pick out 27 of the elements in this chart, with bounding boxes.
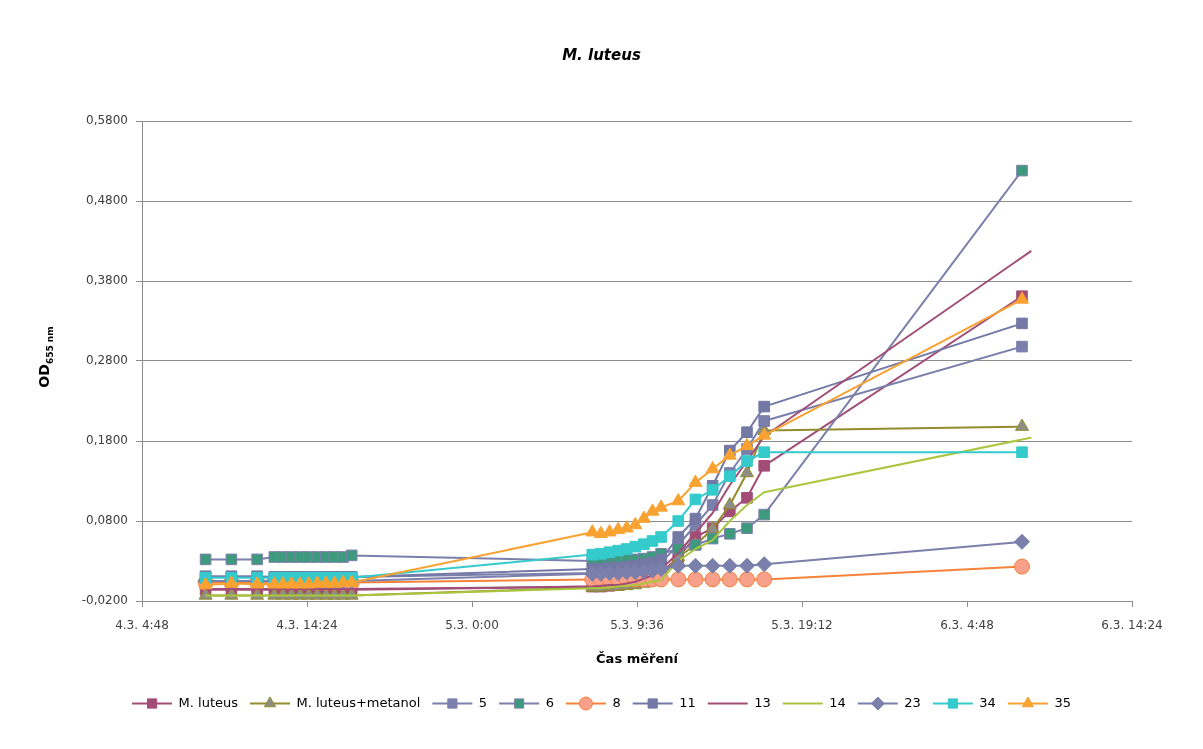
x-tick-label: 6.3. 4:48 bbox=[940, 618, 994, 633]
y-tick-label: 0,5800 bbox=[86, 113, 128, 128]
legend-label: 11 bbox=[679, 694, 696, 710]
x-tick-label: 4.3. 4:48 bbox=[115, 618, 169, 633]
legend-label: M. luteus+metanol bbox=[296, 694, 421, 710]
y-tick-label: 0,1800 bbox=[86, 433, 128, 448]
x-tick-label: 6.3. 14:24 bbox=[1101, 618, 1163, 633]
y-tick-label: 0,2800 bbox=[86, 353, 128, 368]
legend-label: 6 bbox=[545, 694, 554, 710]
legend-label: 23 bbox=[904, 694, 921, 710]
x-tick-label: 5.3. 19:12 bbox=[771, 618, 833, 633]
x-tick-label: 5.3. 9:36 bbox=[610, 618, 664, 633]
chart-title: M. luteus bbox=[562, 45, 641, 64]
y-tick-label: 0,0800 bbox=[86, 513, 128, 528]
y-tick-label: 0,3800 bbox=[86, 273, 128, 288]
legend-label: 13 bbox=[754, 694, 771, 710]
legend-label: M. luteus bbox=[178, 694, 239, 710]
x-tick-label: 5.3. 0:00 bbox=[445, 618, 499, 633]
legend-label: 35 bbox=[1054, 694, 1071, 710]
legend-label: 8 bbox=[612, 694, 621, 710]
legend-label: 34 bbox=[979, 694, 996, 710]
y-tick-label: -0,0200 bbox=[81, 593, 128, 608]
legend-label: 14 bbox=[829, 694, 846, 710]
x-axis-title: Čas měření bbox=[596, 650, 680, 666]
y-tick-label: 0,4800 bbox=[86, 193, 128, 208]
legend-label: 5 bbox=[478, 694, 488, 710]
x-tick-label: 4.3. 14:24 bbox=[276, 618, 338, 633]
